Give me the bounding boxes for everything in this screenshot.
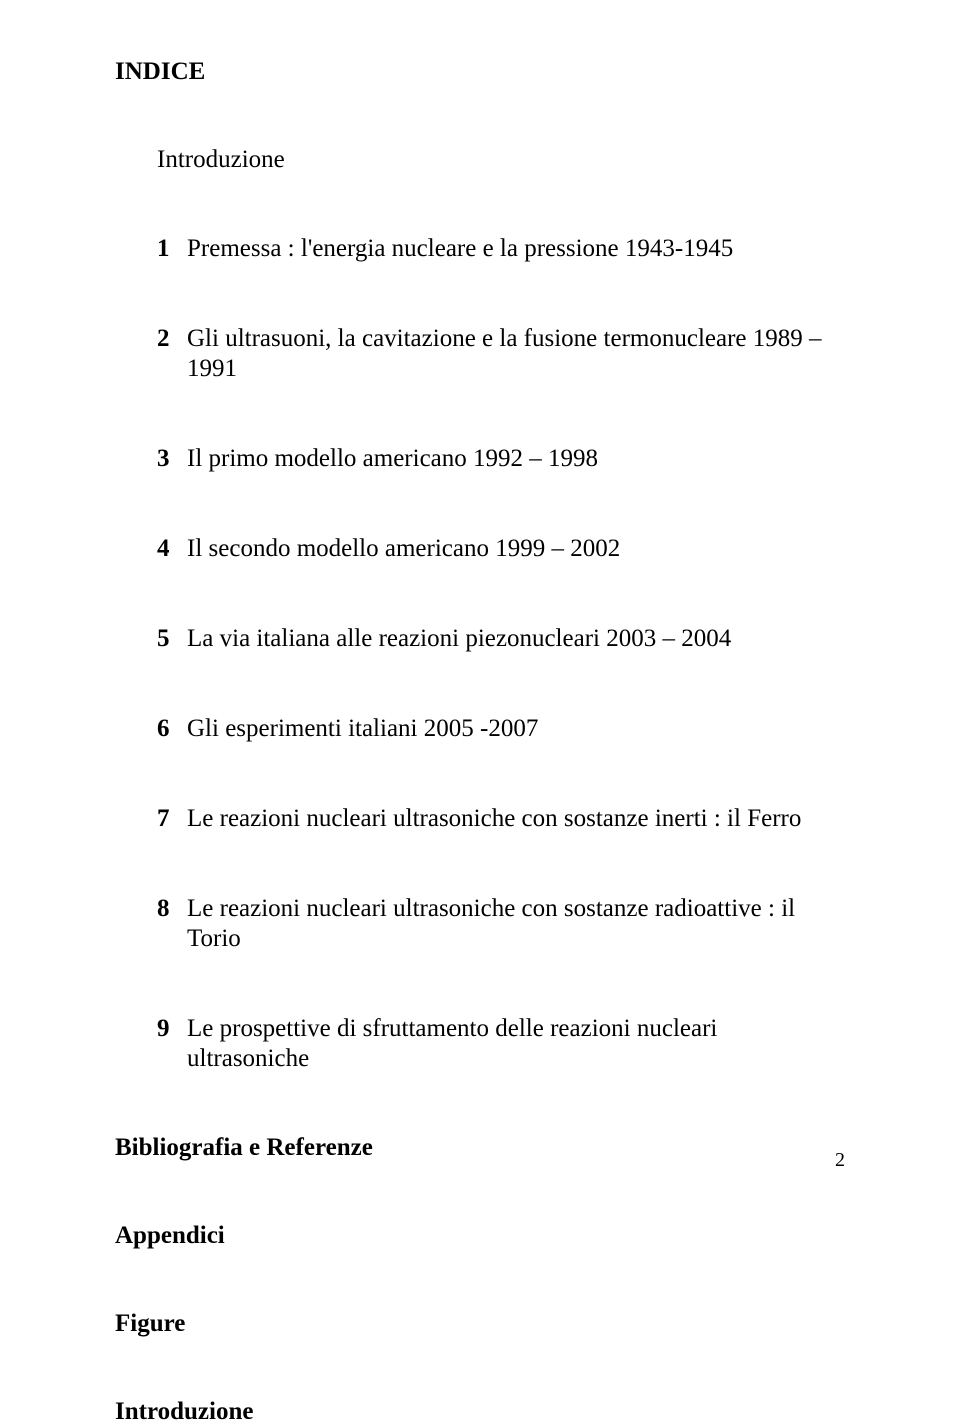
page-title: INDICE <box>115 58 845 86</box>
toc-item: 8 Le reazioni nucleari ultrasoniche con … <box>157 894 845 954</box>
toc-text: Il secondo modello americano 1999 – 2002 <box>187 534 620 564</box>
toc-text: Premessa : l'energia nucleare e la press… <box>187 234 733 264</box>
toc-item: 1 Premessa : l'energia nucleare e la pre… <box>157 234 845 264</box>
toc-item: 2 Gli ultrasuoni, la cavitazione e la fu… <box>157 324 845 384</box>
toc-number: 3 <box>157 444 187 474</box>
document-page: INDICE Introduzione 1 Premessa : l'energ… <box>0 0 960 1227</box>
intro-heading: Introduzione <box>157 146 845 174</box>
toc-number: 4 <box>157 534 187 564</box>
toc-text: Gli ultrasuoni, la cavitazione e la fusi… <box>187 324 845 384</box>
section-heading: Figure <box>115 1310 845 1338</box>
toc-item: 7 Le reazioni nucleari ultrasoniche con … <box>157 804 845 834</box>
toc-number: 1 <box>157 234 187 264</box>
toc-item: 4 Il secondo modello americano 1999 – 20… <box>157 534 845 564</box>
section-heading: Appendici <box>115 1222 845 1250</box>
section-heading: Bibliografia e Referenze <box>115 1134 845 1162</box>
toc-number: 5 <box>157 624 187 654</box>
toc-number: 9 <box>157 1014 187 1074</box>
toc-text: Le prospettive di sfruttamento delle rea… <box>187 1014 845 1074</box>
section-heading: Introduzione <box>115 1398 845 1426</box>
toc-number: 6 <box>157 714 187 744</box>
toc-number: 8 <box>157 894 187 954</box>
toc-item: 6 Gli esperimenti italiani 2005 -2007 <box>157 714 845 744</box>
page-number: 2 <box>835 1149 845 1172</box>
toc-text: Gli esperimenti italiani 2005 -2007 <box>187 714 538 744</box>
toc-number: 7 <box>157 804 187 834</box>
toc-text: Le reazioni nucleari ultrasoniche con so… <box>187 894 845 954</box>
toc-item: 5 La via italiana alle reazioni piezonuc… <box>157 624 845 654</box>
toc-number: 2 <box>157 324 187 384</box>
toc-text: Il primo modello americano 1992 – 1998 <box>187 444 598 474</box>
toc-item: 9 Le prospettive di sfruttamento delle r… <box>157 1014 845 1074</box>
toc-text: La via italiana alle reazioni piezonucle… <box>187 624 731 654</box>
toc-list: 1 Premessa : l'energia nucleare e la pre… <box>157 234 845 1074</box>
toc-item: 3 Il primo modello americano 1992 – 1998 <box>157 444 845 474</box>
toc-text: Le reazioni nucleari ultrasoniche con so… <box>187 804 801 834</box>
